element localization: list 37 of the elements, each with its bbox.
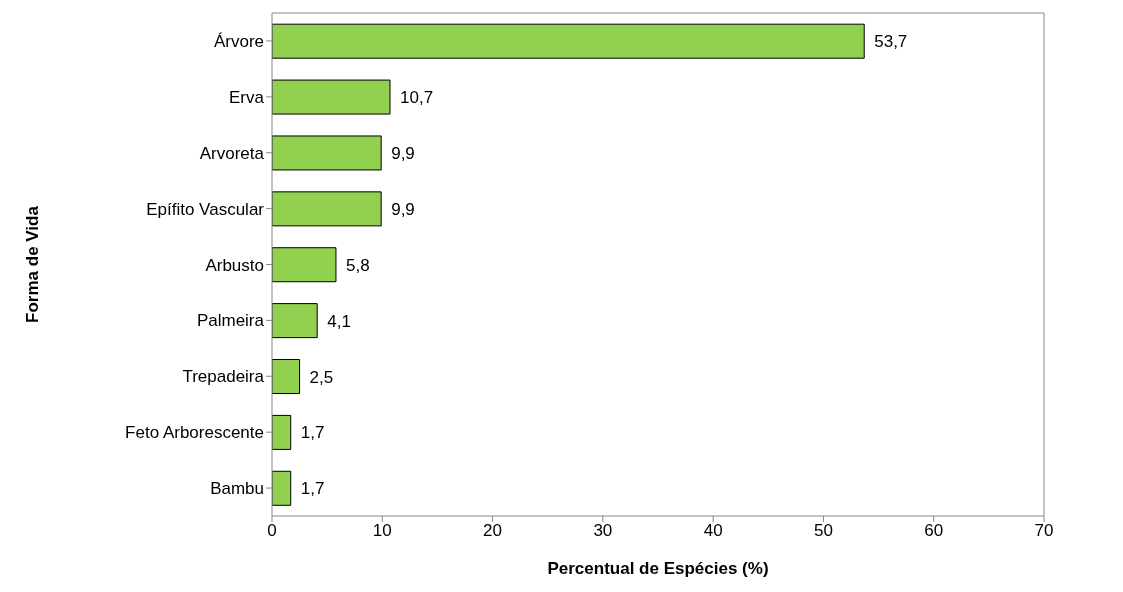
data-label: 1,7 [300, 479, 325, 499]
data-label: 4,1 [327, 311, 351, 331]
bar [272, 470, 292, 506]
data-label: 5,8 [345, 255, 370, 275]
x-tick-label: 10 [372, 521, 392, 541]
x-tick-label: 60 [924, 521, 944, 541]
x-tick-label: 0 [267, 521, 277, 541]
y-tick-label: Trepadeira [182, 367, 265, 387]
y-tick-label: Palmeira [196, 311, 265, 331]
y-tick-label: Árvore [213, 31, 264, 51]
x-axis-title: Percentual de Espécies (%) [547, 559, 769, 578]
y-tick-label: Arbusto [205, 255, 264, 275]
y-axis-title: Forma de Vida [23, 205, 43, 323]
y-tick-label: Feto Arborescente [125, 423, 264, 443]
bar [272, 191, 382, 227]
bar [272, 79, 391, 115]
x-tick-label: 20 [483, 521, 503, 541]
data-label: 53,7 [874, 32, 908, 52]
bar [272, 303, 318, 339]
data-label: 1,7 [300, 423, 325, 443]
x-tick-label: 50 [813, 521, 833, 541]
data-label: 9,9 [391, 199, 415, 219]
x-tick-label: 40 [703, 521, 723, 541]
y-tick-label: Arvoreta [199, 143, 265, 163]
data-label: 9,9 [391, 143, 415, 163]
y-tick-label: Bambu [210, 479, 264, 499]
bar [272, 247, 337, 283]
y-tick-label: Epífito Vascular [146, 199, 265, 219]
bar [272, 135, 382, 171]
y-tick-label: Erva [229, 87, 265, 107]
x-tick-label: 70 [1034, 521, 1054, 541]
data-label: 2,5 [309, 367, 334, 387]
x-tick-label: 30 [593, 521, 613, 541]
data-label: 10,7 [400, 88, 434, 108]
bar [272, 414, 292, 450]
bar [272, 23, 865, 59]
bar [272, 359, 301, 395]
